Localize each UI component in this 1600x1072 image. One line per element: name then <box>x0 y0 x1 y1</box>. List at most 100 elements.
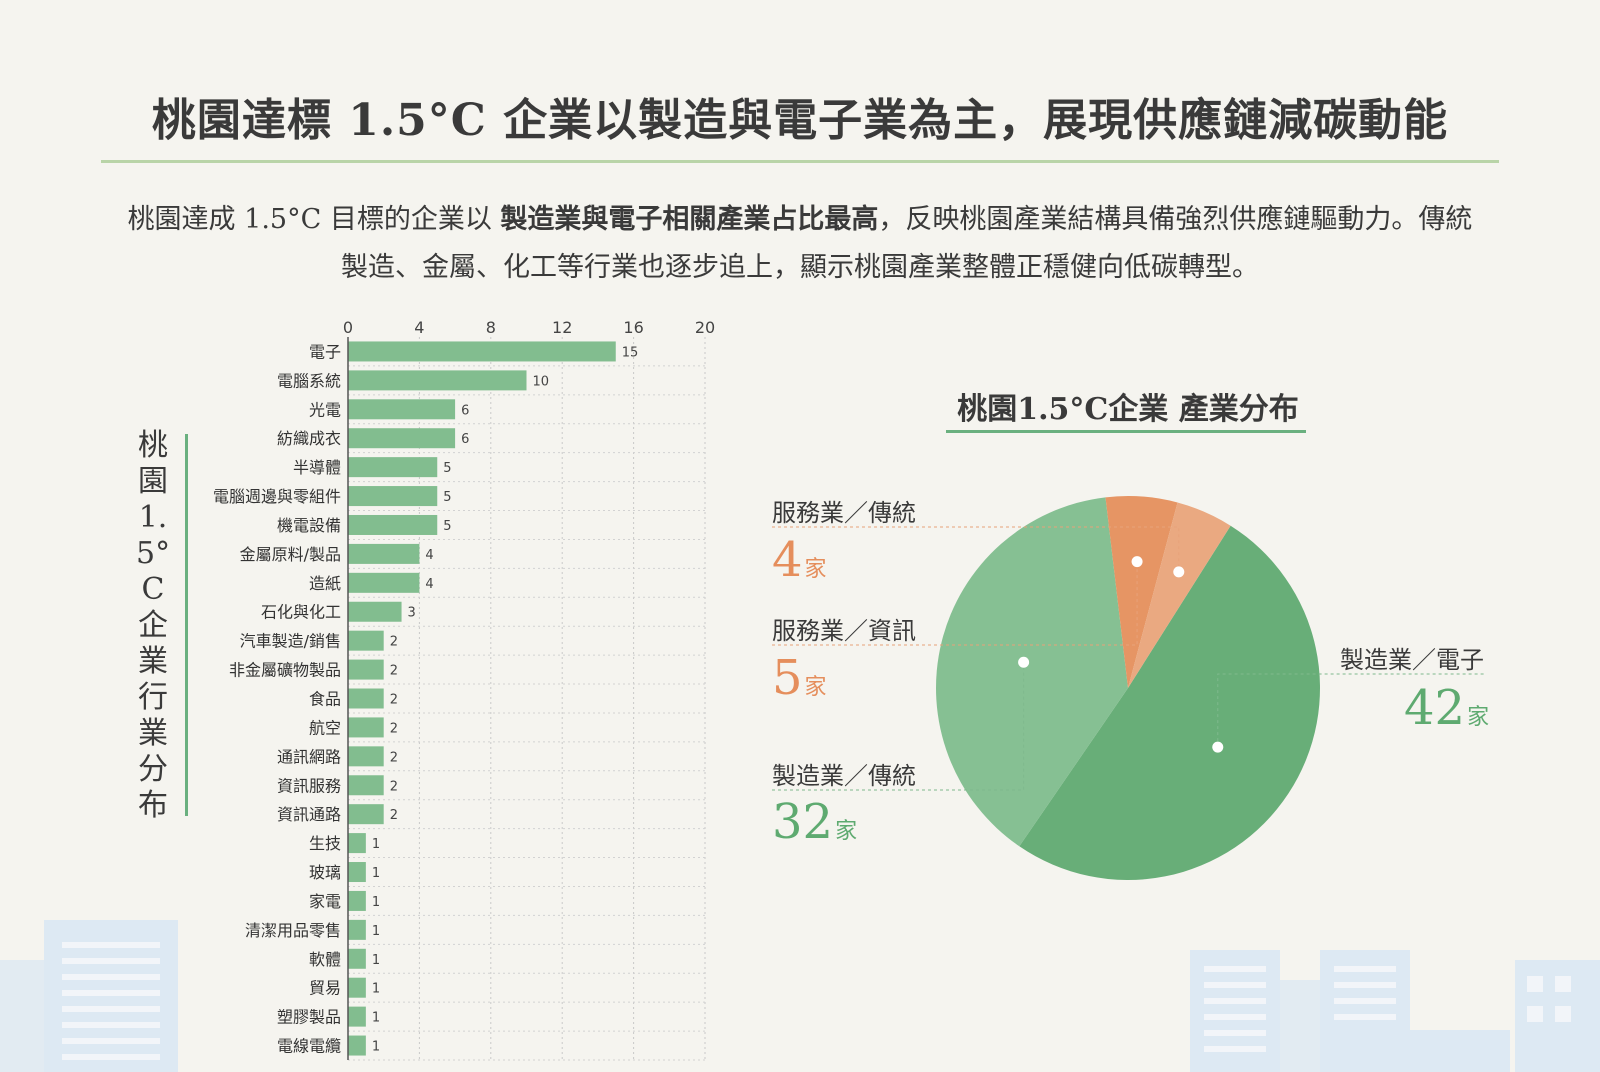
intro-paragraph: 桃園達成 1.5°C 目標的企業以 製造業與電子相關產業占比最高，反映桃園產業結… <box>120 196 1480 292</box>
category-label: 光電 <box>309 400 341 419</box>
category-label: 塑膠製品 <box>277 1008 341 1027</box>
data-label: 6 <box>461 432 469 447</box>
category-label: 造紙 <box>309 574 341 593</box>
pie-chart-title: 桃園1.5°C企業 產業分布 <box>957 392 1299 427</box>
bar <box>348 659 384 680</box>
data-label: 5 <box>443 490 451 505</box>
category-label: 電腦系統 <box>277 371 341 390</box>
intro-text-bold: 製造業與電子相關產業占比最高 <box>500 204 879 235</box>
category-label: 食品 <box>309 690 341 709</box>
pie-slice <box>1105 496 1178 688</box>
background-building-left-small <box>0 960 44 1072</box>
category-label: 玻璃 <box>309 863 341 882</box>
background-building-right-1 <box>1190 950 1280 1072</box>
intro-text-part1: 桃園達成 1.5°C 目標的企業以 <box>127 204 501 235</box>
data-label: 2 <box>390 721 398 736</box>
bar <box>348 1006 366 1027</box>
category-label: 軟體 <box>309 950 341 969</box>
data-label: 4 <box>425 577 433 592</box>
pie-slice <box>1128 502 1231 688</box>
bar <box>348 804 384 825</box>
bar <box>348 370 527 391</box>
data-label: 1 <box>372 895 380 910</box>
bar <box>348 428 456 449</box>
bar-chart-title-rule <box>185 434 188 816</box>
bar <box>348 457 438 478</box>
category-label: 家電 <box>309 892 341 911</box>
data-label: 1 <box>372 953 380 968</box>
pie-slice-count-unit: 家 <box>804 675 827 700</box>
pie-slice-count-value: 5 <box>772 650 803 706</box>
background-building-right-4 <box>1390 1030 1510 1072</box>
pie-slice-count-value: 42 <box>1404 680 1466 736</box>
x-tick-label: 4 <box>414 318 424 337</box>
background-building-left <box>44 920 178 1072</box>
data-label: 1 <box>372 1040 380 1055</box>
bar <box>348 919 366 940</box>
data-label: 10 <box>533 374 550 389</box>
data-label: 1 <box>372 837 380 852</box>
x-tick-label: 0 <box>343 318 353 337</box>
pie-slice-count: 42家 <box>1404 680 1489 736</box>
pie-slice-count-unit: 家 <box>835 819 858 844</box>
data-label: 4 <box>425 548 433 563</box>
bar-chart-title: 桃園1.5°C企業行業分布 <box>136 428 171 823</box>
bar <box>348 630 384 651</box>
bar <box>348 746 384 767</box>
category-label: 汽車製造/銷售 <box>240 632 341 651</box>
page-title: 桃園達標 1.5°C 企業以製造與電子業為主，展現供應鏈減碳動能 <box>151 95 1449 146</box>
pie-slice-label: 服務業／傳統 <box>772 499 916 527</box>
bar <box>348 601 402 622</box>
category-label: 半導體 <box>293 458 341 477</box>
pie-slice <box>936 497 1128 847</box>
bar <box>348 486 438 507</box>
category-label: 貿易 <box>309 979 341 998</box>
bar <box>348 688 384 709</box>
category-label: 資訊通路 <box>277 805 341 824</box>
background-building-right-5 <box>1515 960 1600 1072</box>
data-label: 2 <box>390 779 398 794</box>
data-label: 5 <box>443 519 451 534</box>
bar <box>348 399 456 420</box>
category-label: 資訊服務 <box>277 776 341 795</box>
bar <box>348 717 384 738</box>
pie-slice-label: 服務業／資訊 <box>772 617 916 645</box>
x-tick-label: 20 <box>695 318 715 337</box>
slice-dot <box>1212 741 1224 753</box>
bar <box>348 1035 366 1056</box>
pie-slice-label: 製造業／電子 <box>1340 646 1484 674</box>
leader-line <box>772 662 1025 791</box>
data-label: 2 <box>390 808 398 823</box>
bar <box>348 341 616 362</box>
data-label: 5 <box>443 461 451 476</box>
category-label: 非金屬礦物製品 <box>229 661 341 680</box>
data-label: 1 <box>372 924 380 939</box>
pie-slice-count-unit: 家 <box>1467 705 1490 730</box>
category-label: 通訊網路 <box>277 747 341 766</box>
pie-slice-count-unit: 家 <box>804 557 827 582</box>
bar <box>348 948 366 969</box>
category-label: 電腦週邊與零組件 <box>213 487 341 506</box>
pie-slice-count: 5家 <box>772 650 827 706</box>
pie-slice <box>1019 525 1320 880</box>
x-tick-label: 16 <box>623 318 643 337</box>
category-label: 石化與化工 <box>261 603 341 622</box>
bar <box>348 775 384 796</box>
category-label: 清潔用品零售 <box>245 921 341 940</box>
slice-dot <box>1018 656 1030 668</box>
intro-text-part2: ，反映桃園產業結構具備強烈供應鏈驅動力。傳統製造、金屬、化工等行業也逐步追上，顯… <box>341 204 1473 283</box>
data-label: 15 <box>622 345 639 360</box>
data-label: 2 <box>390 664 398 679</box>
data-label: 2 <box>390 750 398 765</box>
pie-slice-label: 製造業／傳統 <box>772 762 916 790</box>
pie-slice-count-value: 4 <box>772 532 803 588</box>
data-label: 6 <box>461 403 469 418</box>
pie-chart-title-underline <box>946 430 1306 433</box>
category-label: 紡織成衣 <box>277 429 341 448</box>
data-label: 2 <box>390 635 398 650</box>
pie-slice-count: 32家 <box>772 794 857 850</box>
data-label: 1 <box>372 866 380 881</box>
bar <box>348 890 366 911</box>
